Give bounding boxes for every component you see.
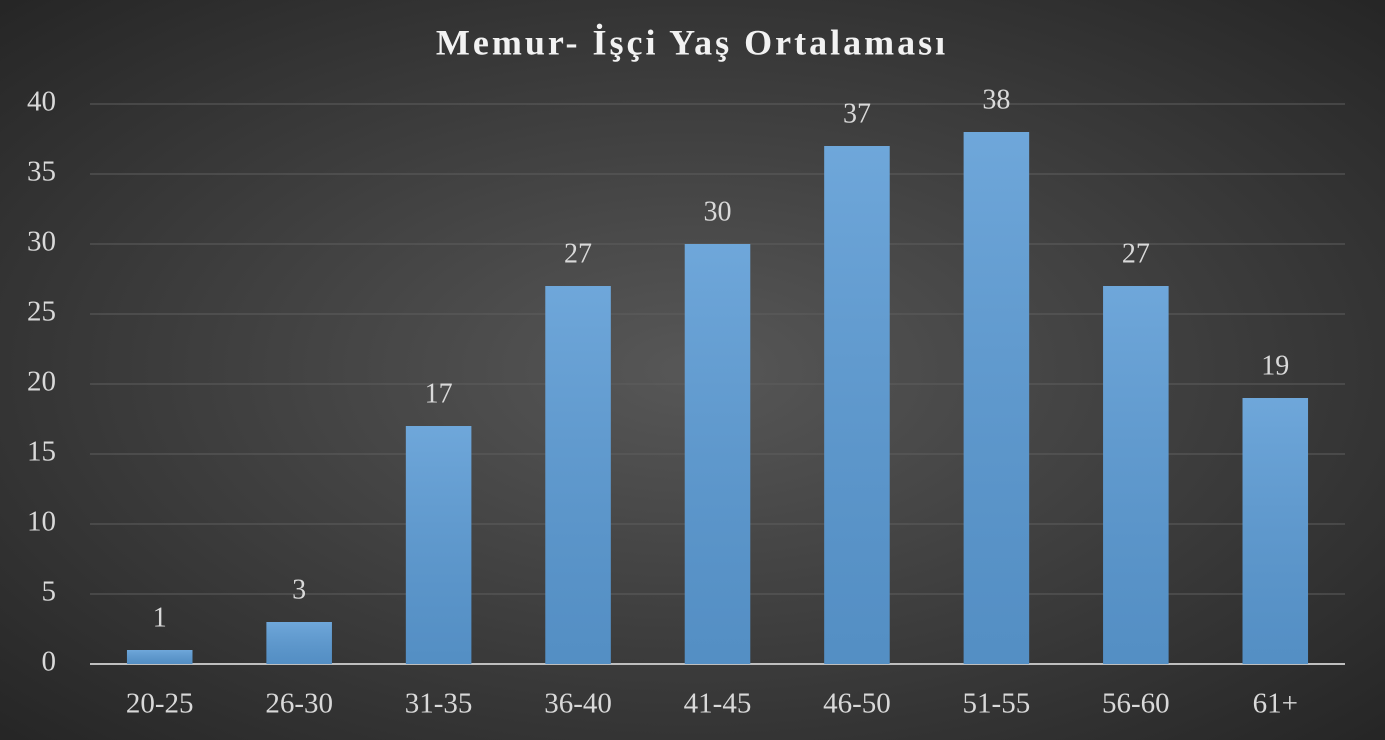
bar (126, 650, 193, 664)
data-label: 17 (425, 378, 453, 409)
x-tick-label: 26-30 (265, 688, 333, 720)
bar (824, 146, 890, 664)
y-tick-label: 0 (42, 646, 57, 678)
x-tick-label: 61+ (1253, 688, 1298, 720)
data-label: 27 (1122, 238, 1150, 269)
y-tick-label: 5 (42, 576, 57, 608)
data-label: 3 (292, 574, 306, 605)
y-tick-label: 20 (27, 366, 56, 398)
data-label: 37 (843, 98, 871, 129)
y-tick-label: 10 (27, 506, 56, 538)
x-tick-label: 20-25 (126, 688, 194, 720)
chart-title: Memur- İşçi Yaş Ortalaması (436, 22, 948, 62)
bar (1242, 398, 1309, 664)
x-tick-label: 36-40 (544, 688, 612, 720)
x-tick-label: 51-55 (963, 688, 1031, 720)
bar (266, 622, 332, 664)
bar (405, 426, 472, 664)
x-tick-label: 46-50 (823, 688, 891, 720)
y-tick-label: 40 (27, 86, 56, 118)
data-label: 19 (1261, 350, 1289, 381)
bar (545, 286, 611, 664)
x-tick-label: 41-45 (684, 688, 752, 720)
x-tick-label: 56-60 (1102, 688, 1170, 720)
data-label: 38 (982, 84, 1010, 115)
y-tick-label: 15 (27, 436, 56, 468)
data-label: 27 (564, 238, 592, 269)
y-tick-label: 35 (27, 156, 56, 188)
bar (963, 132, 1030, 664)
x-tick-label: 31-35 (405, 688, 473, 720)
y-tick-label: 30 (27, 226, 56, 258)
data-label: 30 (704, 196, 732, 227)
bar (1103, 286, 1169, 664)
y-tick-label: 25 (27, 296, 56, 328)
bar (684, 244, 751, 664)
data-label: 1 (153, 602, 167, 633)
